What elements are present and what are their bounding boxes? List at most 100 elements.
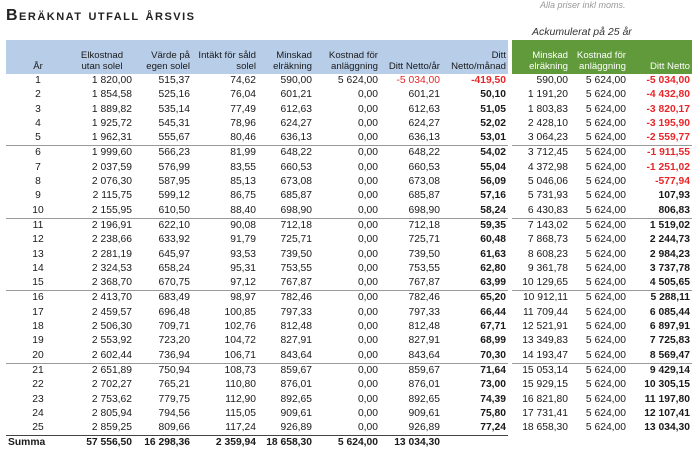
cell-net-year: 909,61 [408, 407, 441, 419]
cell-reduced: 648,22 [258, 145, 314, 161]
cell-install-cost: 0,00 [357, 321, 378, 333]
cell-income: 90,08 [192, 217, 258, 234]
cell-net-month: 75,80 [480, 407, 506, 419]
cell-acc-reduced: 6 430,83 [527, 204, 568, 216]
cell-own-value: 696,48 [158, 306, 191, 318]
cell-year: 11 [6, 217, 70, 234]
cell-net-year: 827,91 [408, 335, 441, 347]
cell-year: 4 [35, 117, 41, 129]
cell-install-cost: 0,00 [357, 393, 378, 405]
cell-acc-net: 9 429,14 [628, 362, 692, 379]
acc-table-row: 15 053,14 5 624,00 9 429,14 [512, 362, 692, 379]
acc-table-row: 13 349,83 5 624,00 7 725,83 [512, 334, 692, 348]
cell-net-month: 61,63 [480, 248, 506, 260]
cell-acc-install-cost: 5 624,00 [585, 75, 626, 86]
cell-net-year: 685,87 [408, 190, 441, 202]
cell-income: 78,96 [230, 117, 256, 129]
sum-row: Summa 57 556,50 16 298,36 2 359,94 18 658,30… [6, 435, 508, 451]
cell-net-year: 601,21 [408, 89, 441, 101]
acc-table-row: 3 064,23 5 624,00 -2 559,77 [512, 131, 692, 146]
cell-net-month: 62,80 [480, 262, 506, 274]
cell-year: 25 [32, 422, 44, 434]
acc-table-row: 12 521,91 5 624,00 6 897,91 [512, 320, 692, 334]
cell-own-value: 610,50 [158, 204, 191, 216]
cell-reduced: 926,89 [280, 422, 313, 434]
cell-income: 88,40 [230, 204, 256, 216]
cell-net-year: 926,89 [408, 422, 441, 434]
cell-acc-net: 2 984,23 [649, 248, 690, 260]
sum-net-year: 13 034,30 [380, 435, 442, 451]
cell-acc-net: 13 034,30 [644, 422, 690, 434]
cell-acc-net: 6 085,44 [649, 306, 690, 318]
cell-elcost: 2 753,62 [91, 393, 132, 405]
cell-net-year: -5 034,00 [396, 75, 440, 86]
cell-net-month: 74,39 [480, 393, 506, 405]
cell-elcost: 1 820,00 [91, 75, 132, 86]
cell-own-value: 587,95 [158, 176, 191, 188]
cell-year: 2 [35, 89, 41, 101]
cell-install-cost: 0,00 [357, 407, 378, 419]
cell-own-value: 545,31 [158, 117, 191, 129]
cell-year: 19 [32, 335, 44, 347]
sum-empty [442, 435, 508, 451]
table-row: 14 2 324,53 658,24 95,31 753,55 0,00 753,55 62,… [6, 262, 508, 276]
table-row: 17 2 459,57 696,48 100,85 797,33 0,00 797,33 66… [6, 306, 508, 320]
cell-acc-reduced: 10 912,11 [512, 290, 570, 306]
cell-net-month: 70,30 [480, 349, 506, 361]
cell-acc-net: -3 820,17 [646, 103, 690, 115]
cell-net-month: 71,64 [442, 362, 508, 379]
cell-install-cost: 0,00 [357, 262, 378, 274]
acc-table-row: 18 658,30 5 624,00 13 034,30 [512, 421, 692, 435]
header-year: År [6, 40, 70, 74]
cell-own-value: 658,24 [158, 262, 191, 274]
cell-elcost: 2 459,57 [91, 306, 132, 318]
cell-elcost: 2 859,25 [91, 422, 132, 434]
cell-income: 76,04 [230, 89, 256, 101]
cell-elcost: 1 999,60 [70, 145, 134, 161]
table-row: 4 1 925,72 545,31 78,96 624,27 0,00 624,27 52,0… [6, 117, 508, 131]
acc-table-row: 10 912,11 5 624,00 5 288,11 [512, 290, 692, 306]
table-row: 21 2 651,89 750,94 108,73 859,67 0,00 859,67 71… [6, 362, 508, 379]
cell-acc-net: 4 505,65 [649, 277, 690, 289]
acc-table-row: 5 731,93 5 624,00 107,93 [512, 189, 692, 203]
cell-acc-net: 6 897,91 [649, 321, 690, 333]
table-header: År Elkostnad utan solel Värde på egen sole… [6, 40, 508, 74]
cell-acc-reduced: 5 731,93 [527, 190, 568, 202]
cell-reduced: 612,63 [280, 103, 313, 115]
cell-net-year: 843,64 [408, 349, 441, 361]
cell-elcost: 1 889,82 [91, 103, 132, 115]
table-row: 11 2 196,91 622,10 90,08 712,18 0,00 712,18 59,… [6, 217, 508, 234]
acc-table-row: 6 430,83 5 624,00 806,83 [512, 204, 692, 219]
cell-install-cost: 0,00 [357, 379, 378, 391]
cell-income: 81,99 [192, 145, 258, 161]
cell-reduced: 782,46 [258, 290, 314, 306]
cell-acc-reduced: 12 521,91 [522, 321, 568, 333]
table-row: 5 1 962,31 555,67 80,46 636,13 0,00 636,13 53,0… [6, 131, 508, 146]
cell-acc-reduced: 18 658,30 [522, 422, 568, 434]
cell-reduced: 673,08 [280, 176, 313, 188]
table-row: 2 1 854,58 525,16 76,04 601,21 0,00 601,21 50,1… [6, 88, 508, 102]
cell-elcost: 2 324,53 [91, 262, 132, 274]
cell-elcost: 2 602,44 [91, 349, 132, 361]
cell-reduced: 601,21 [280, 89, 313, 101]
acc-table-row: 11 709,44 5 624,00 6 085,44 [512, 306, 692, 320]
table-row: 25 2 859,25 809,66 117,24 926,89 0,00 926,89 77… [6, 421, 508, 436]
cell-reduced: 797,33 [280, 306, 313, 318]
cell-year: 3 [35, 103, 41, 115]
table-row: 19 2 553,92 723,20 104,72 827,91 0,00 827,91 68… [6, 334, 508, 348]
cell-install-cost: 5 624,00 [337, 75, 378, 86]
cell-acc-install-cost: 5 624,00 [585, 306, 626, 318]
header-install-cost: Kostnad för anläggning [314, 40, 380, 74]
acc-table-row: 9 361,78 5 624,00 3 737,78 [512, 262, 692, 276]
acc-table-row: 3 712,45 5 624,00 -1 911,55 [512, 145, 692, 161]
cell-acc-net: 10 305,15 [644, 379, 690, 391]
acc-table-row: 5 046,06 5 624,00 -577,94 [512, 175, 692, 189]
cell-acc-net: 2 244,73 [649, 234, 690, 246]
page-title: Beräknat utfall årsvis [6, 7, 196, 24]
cell-net-year: 636,13 [408, 132, 441, 144]
cell-net-month: 54,02 [442, 145, 508, 161]
cell-year: 14 [32, 262, 44, 274]
sum-install-cost: 5 624,00 [314, 435, 380, 451]
cell-net-month: 68,99 [480, 335, 506, 347]
table-row: 9 2 115,75 599,12 86,75 685,87 0,00 685,87 57,1… [6, 189, 508, 203]
